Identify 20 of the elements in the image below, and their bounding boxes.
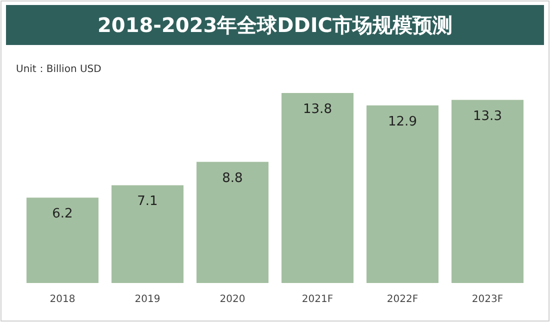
data-label: 12.9 bbox=[388, 114, 417, 130]
bar bbox=[282, 93, 354, 283]
bar bbox=[366, 105, 438, 283]
x-tick-label: 2021F bbox=[302, 294, 334, 305]
bar bbox=[112, 185, 184, 283]
bar bbox=[452, 100, 524, 283]
x-tick-label: 2022F bbox=[386, 294, 418, 305]
x-tick-label: 2018 bbox=[50, 294, 76, 305]
data-label: 13.3 bbox=[473, 108, 502, 124]
bar bbox=[196, 162, 268, 283]
data-label: 13.8 bbox=[303, 102, 332, 117]
chart-title: 2018-2023年全球DDIC市场规模预测 bbox=[98, 13, 452, 37]
x-tick-label: 2019 bbox=[134, 294, 160, 305]
x-tick-label: 2020 bbox=[220, 294, 246, 305]
data-label: 8.8 bbox=[222, 170, 243, 186]
x-tick-label: 2023F bbox=[472, 294, 504, 305]
bar bbox=[26, 198, 98, 283]
text: Unit：Billion USD bbox=[16, 64, 102, 75]
data-label: 7.1 bbox=[137, 194, 158, 210]
data-label: 6.2 bbox=[52, 206, 73, 222]
